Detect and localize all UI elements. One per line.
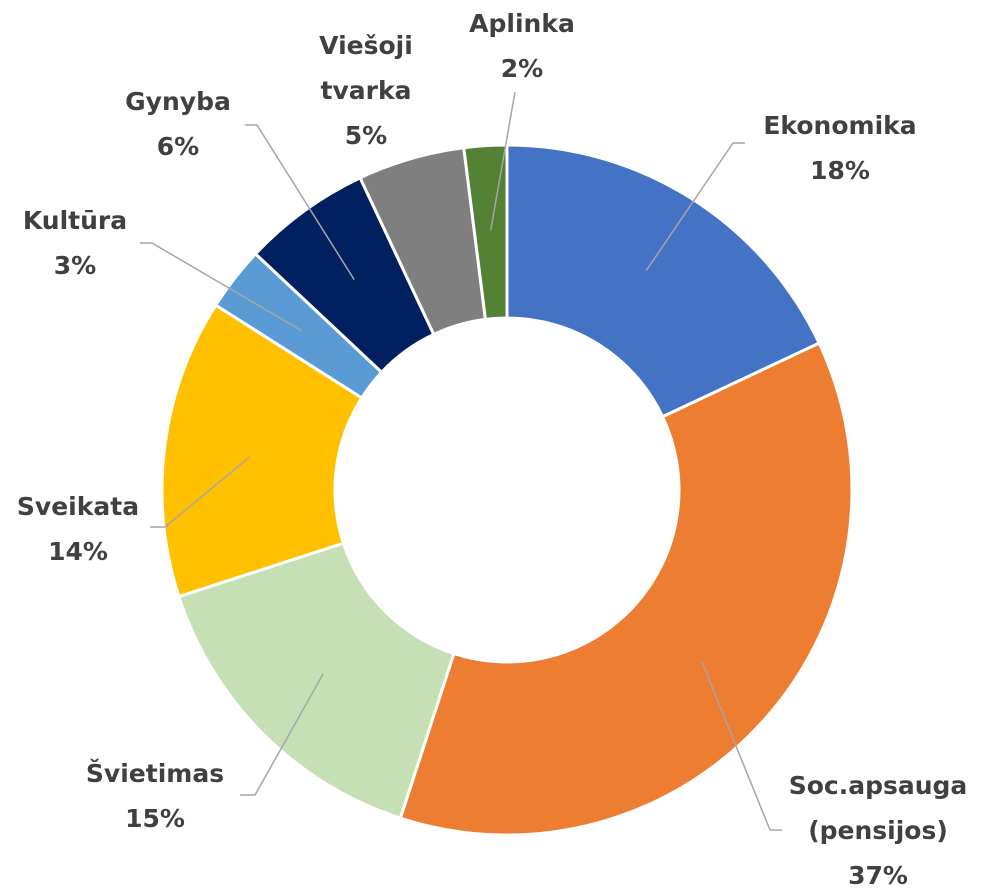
data-label: Soc.apsauga (pensijos) 37%: [789, 771, 968, 890]
leader-line: [140, 242, 302, 332]
category-label: Aplinka: [469, 9, 575, 38]
leader-line: [489, 91, 516, 231]
data-label: Aplinka 2%: [469, 9, 575, 83]
donut-slice: [462, 143, 509, 322]
donut-slice: [160, 303, 364, 599]
data-label: Sveikata 14%: [17, 492, 139, 566]
data-label: Gynyba 6%: [125, 87, 231, 161]
value-label: 37%: [848, 861, 908, 890]
data-label: Viešoji tvarka 5%: [319, 31, 413, 150]
value-label: 18%: [810, 156, 870, 185]
leader-line: [240, 673, 324, 796]
category-label: Soc.apsauga: [789, 771, 968, 800]
value-label: 15%: [125, 804, 185, 833]
leader-line: [645, 142, 745, 271]
donut-slice: [176, 541, 456, 821]
value-label: 3%: [54, 251, 96, 280]
category-label: Kultūra: [23, 206, 127, 235]
value-label: 2%: [501, 54, 543, 83]
category-label: Švietimas: [86, 758, 224, 788]
data-label: Švietimas 15%: [86, 758, 224, 833]
leader-line: [150, 456, 250, 528]
category-label: Gynyba: [125, 87, 231, 116]
data-label: Kultūra 3%: [23, 206, 127, 280]
value-label: 14%: [48, 537, 108, 566]
donut-slice: [505, 143, 822, 419]
category-label: Ekonomika: [763, 111, 916, 140]
leader-line: [245, 124, 355, 281]
category-label: (pensijos): [808, 816, 948, 845]
category-label: Viešoji: [319, 31, 413, 60]
value-label: 6%: [157, 132, 199, 161]
leader-line: [701, 661, 782, 831]
category-label: Sveikata: [17, 492, 139, 521]
data-label: Ekonomika 18%: [763, 111, 916, 185]
category-label: tvarka: [321, 76, 412, 105]
value-label: 5%: [345, 121, 387, 150]
donut-slice: [398, 341, 854, 837]
